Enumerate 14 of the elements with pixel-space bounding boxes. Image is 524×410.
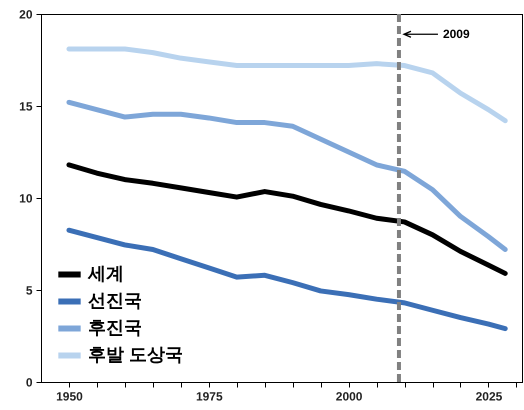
ref-line-label: 2009 (442, 27, 470, 42)
x-tick-label: 2025 (476, 390, 503, 404)
x-tick-label: 1950 (56, 390, 84, 404)
x-tick-label: 2000 (336, 390, 363, 404)
y-tick-label: 5 (26, 284, 33, 298)
legend-label: 후진국 (88, 318, 142, 338)
legend-label: 세계 (87, 264, 124, 284)
legend-label: 선진국 (88, 290, 142, 310)
legend-label: 후발 도상국 (88, 344, 184, 364)
x-tick-label: 1975 (196, 390, 223, 404)
y-tick-label: 0 (26, 376, 33, 390)
y-tick-label: 15 (19, 100, 33, 114)
y-tick-label: 10 (19, 192, 33, 206)
y-tick-label: 20 (19, 8, 33, 22)
